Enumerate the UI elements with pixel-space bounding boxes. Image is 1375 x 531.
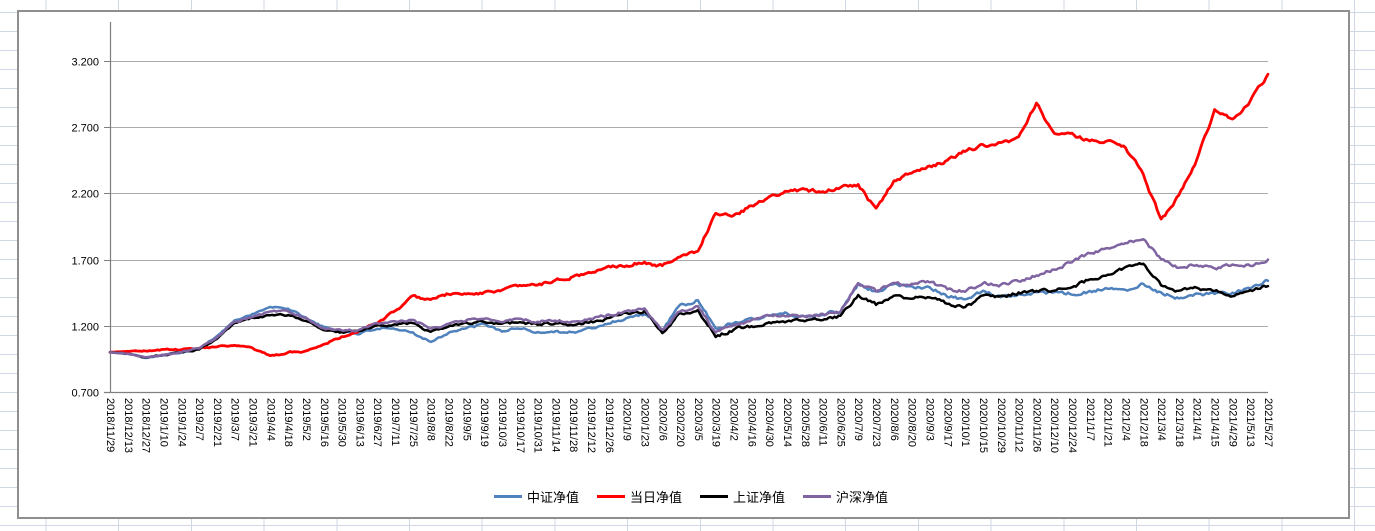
x-axis-label: 2020/6/11 <box>817 398 829 446</box>
x-axis-label: 2019/5/16 <box>318 398 330 447</box>
y-axis-label: 3.200 <box>71 57 99 69</box>
x-axis-label: 2019/10/17 <box>514 398 526 453</box>
legend-item-2[interactable]: 当日净值 <box>597 487 682 506</box>
x-axis-label: 2019/1/24 <box>175 398 187 447</box>
x-axis-label: 2019/6/27 <box>371 398 383 447</box>
x-axis-label: 2020/4/16 <box>745 398 757 447</box>
legend-line-sample <box>700 495 729 498</box>
series-line-2[interactable] <box>108 72 1270 358</box>
x-axis-label: 2020/5/28 <box>799 398 811 447</box>
x-axis-label: 2019/6/13 <box>353 398 365 447</box>
x-axis-label: 2019/8/8 <box>425 398 437 441</box>
axes <box>104 22 1268 394</box>
x-axis-label: 2020/10/15 <box>977 398 989 453</box>
x-axis-label: 2020/12/24 <box>1066 398 1078 453</box>
x-axis-label: 2020/3/5 <box>692 398 704 441</box>
y-axis-tick-labels: 0.700 1.200 1.700 2.200 2.700 3.200 <box>71 57 99 400</box>
series-line-3[interactable] <box>108 261 1270 359</box>
x-axis-label: 2020/11/26 <box>1030 398 1042 452</box>
x-axis-label: 2020/5/14 <box>781 398 793 447</box>
series-line-1[interactable] <box>108 278 1270 360</box>
x-axis-label: 2018/12/27 <box>140 398 152 453</box>
legend-label: 沪深净值 <box>836 490 889 505</box>
x-axis-label: 2021/3/18 <box>1173 398 1185 447</box>
x-axis-label: 2019/4/18 <box>282 398 294 447</box>
x-axis-label: 2019/2/7 <box>193 398 205 441</box>
x-axis-label: 2020/9/17 <box>941 398 953 447</box>
x-axis-label: 2020/7/23 <box>870 398 882 447</box>
x-axis-label: 2019/4/4 <box>264 398 276 441</box>
legend-label: 中证净值 <box>527 490 580 505</box>
y-axis-label: 1.700 <box>71 256 99 268</box>
x-axis-label: 2019/1/10 <box>157 398 169 447</box>
x-axis-label: 2021/1/21 <box>1102 398 1114 447</box>
x-axis-label: 2020/1/23 <box>638 398 650 447</box>
x-axis-label: 2019/7/11 <box>389 398 401 446</box>
legend-item-3[interactable]: 上证净值 <box>700 487 785 506</box>
chart-object[interactable] <box>17 10 1350 519</box>
x-axis-label: 2021/4/15 <box>1209 398 1221 447</box>
legend-label: 当日净值 <box>630 490 683 505</box>
x-axis-label: 2019/9/19 <box>478 398 490 447</box>
x-axis-label: 2020/7/9 <box>852 398 864 441</box>
legend: 中证净值 当日净值 上证净值 沪深净值 <box>494 487 888 506</box>
x-axis-label: 2021/3/4 <box>1155 398 1167 441</box>
x-axis-label: 2021/2/18 <box>1137 398 1149 447</box>
x-axis-tick-labels: 2018/11/29 2018/12/13 2018/12/27 2019/1/10 2… <box>104 398 1274 453</box>
legend-label: 上证净值 <box>733 490 786 505</box>
x-axis-label: 2020/8/20 <box>906 398 918 447</box>
x-axis-label: 2019/8/22 <box>442 398 454 447</box>
x-axis-label: 2019/11/14 <box>549 398 561 452</box>
x-axis-label: 2020/11/12 <box>1013 398 1025 452</box>
x-axis-label: 2019/10/31 <box>532 398 544 453</box>
x-axis-label: 2020/12/10 <box>1048 398 1060 453</box>
x-axis-label: 2019/3/21 <box>247 398 259 447</box>
x-axis-label: 2020/1/9 <box>621 398 633 441</box>
x-axis-label: 2018/12/13 <box>122 398 134 453</box>
x-axis-label: 2019/9/5 <box>460 398 472 441</box>
x-axis-label: 2020/10/1 <box>959 398 971 447</box>
x-axis-label: 2020/4/2 <box>728 398 740 441</box>
gridlines <box>104 61 1268 393</box>
x-axis-label: 2019/10/3 <box>496 398 508 447</box>
x-axis-label: 2021/5/27 <box>1262 398 1274 447</box>
legend-item-4[interactable]: 沪深净值 <box>803 487 888 506</box>
x-axis-label: 2020/3/19 <box>710 398 722 447</box>
y-axis-label: 0.700 <box>71 388 99 400</box>
x-axis-label: 2021/1/7 <box>1084 398 1096 441</box>
legend-line-sample <box>494 495 522 498</box>
x-axis-label: 2019/5/2 <box>300 398 312 441</box>
x-axis-label: 2020/4/30 <box>763 398 775 447</box>
x-axis-label: 2019/12/12 <box>585 398 597 453</box>
x-axis-label: 2018/11/29 <box>104 398 116 452</box>
x-axis-label: 2019/11/28 <box>567 398 579 452</box>
y-axis-label: 2.200 <box>71 189 99 201</box>
x-axis-label: 2020/2/6 <box>656 398 668 441</box>
x-axis-label: 2021/4/1 <box>1191 398 1203 441</box>
x-axis-label: 2019/12/26 <box>603 398 615 453</box>
x-axis-label: 2020/10/29 <box>995 398 1007 453</box>
x-axis-label: 2019/2/21 <box>211 398 223 447</box>
series-lines <box>108 72 1270 360</box>
x-axis-label: 2020/8/6 <box>888 398 900 441</box>
x-axis-label: 2021/2/4 <box>1119 398 1131 441</box>
legend-line-sample <box>803 495 832 498</box>
y-axis-label: 1.200 <box>71 322 99 334</box>
legend-line-sample <box>597 495 626 498</box>
series-line-4[interactable] <box>108 237 1270 359</box>
x-axis-label: 2020/2/20 <box>674 398 686 447</box>
legend-item-1[interactable]: 中证净值 <box>494 487 579 506</box>
x-axis-label: 2019/5/30 <box>336 398 348 447</box>
x-axis-label: 2020/9/3 <box>924 398 936 441</box>
x-axis-label: 2019/3/7 <box>229 398 241 441</box>
x-axis-label: 2019/7/25 <box>407 398 419 447</box>
x-axis-label: 2020/6/25 <box>834 398 846 447</box>
x-axis-label: 2021/4/29 <box>1226 398 1238 447</box>
y-axis-label: 2.700 <box>71 123 99 135</box>
x-axis-label: 2021/5/13 <box>1244 398 1256 447</box>
